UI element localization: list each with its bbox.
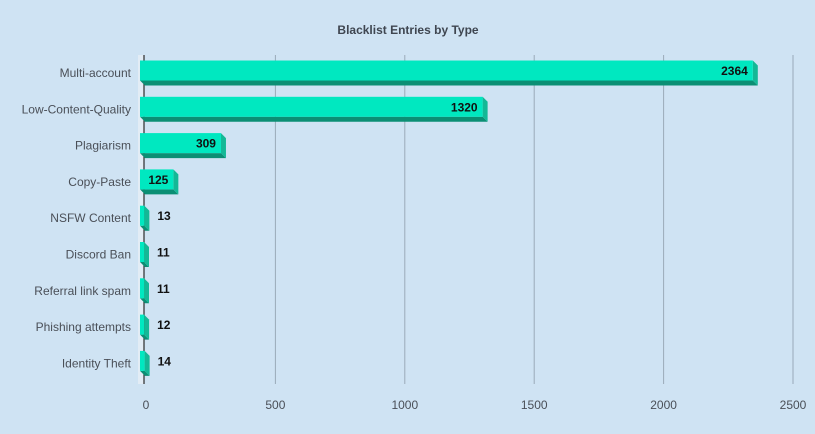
data-labels: 2364 1320 309 125 13 11 11 12 14 [148, 64, 748, 368]
x-tick-label: 2500 [780, 398, 807, 412]
bar [140, 169, 179, 195]
category-label: NSFW Content [50, 211, 131, 225]
bar [140, 314, 150, 340]
x-tick-label: 2000 [650, 398, 677, 412]
x-tick-label: 500 [265, 398, 285, 412]
bar-bottom-face [140, 80, 758, 86]
bar-front-face [140, 133, 221, 154]
category-labels: Multi-account Low-Content-Quality Plagiari… [22, 66, 132, 370]
data-label: 13 [157, 209, 171, 223]
bar-front-face [140, 205, 145, 226]
bar [140, 242, 149, 267]
bar-side-face [144, 278, 149, 304]
category-label: Referral link spam [34, 284, 131, 298]
bar-front-face [140, 314, 145, 335]
x-axis-ticks: 0 500 1000 1500 2000 2500 [143, 398, 807, 412]
bar-side-face [752, 60, 758, 86]
bar-front-face [140, 60, 753, 81]
data-label: 125 [148, 173, 168, 187]
bar-bottom-face [140, 298, 149, 304]
bar-side-face [220, 133, 226, 159]
bar-front-face [140, 169, 174, 190]
x-tick-label: 0 [143, 398, 150, 412]
bar-side-face [144, 314, 150, 340]
bar [140, 205, 150, 231]
bar [140, 350, 150, 376]
category-label: Copy-Paste [68, 175, 131, 189]
data-label: 14 [158, 354, 172, 368]
bar-bottom-face [140, 370, 150, 376]
bar-side-face [482, 96, 488, 122]
category-label: Multi-account [60, 66, 132, 80]
x-tick-label: 1500 [521, 398, 548, 412]
bar-front-face [140, 350, 145, 371]
category-label: Phishing attempts [36, 320, 131, 334]
data-label: 309 [196, 137, 216, 151]
category-label: Identity Theft [62, 356, 132, 370]
category-label: Low-Content-Quality [22, 102, 131, 116]
bar-front-face [140, 96, 483, 117]
bar-side-face [144, 242, 149, 267]
bar [140, 133, 226, 159]
bar-bottom-face [140, 116, 488, 122]
category-label: Discord Ban [66, 248, 131, 262]
bar [140, 60, 758, 86]
bar-side-face [144, 350, 150, 376]
bar-front-face [140, 242, 144, 262]
bars [140, 60, 758, 376]
category-label: Plagiarism [75, 139, 131, 153]
bar-side-face [173, 169, 179, 195]
data-label: 2364 [721, 64, 748, 78]
data-label: 11 [157, 282, 170, 296]
bar-bottom-face [140, 189, 179, 195]
bar-bottom-face [140, 225, 150, 231]
bar-front-face [140, 278, 144, 299]
data-label: 11 [157, 246, 170, 260]
x-tick-label: 1000 [391, 398, 418, 412]
bar-bottom-face [140, 334, 150, 340]
bar-bottom-face [140, 153, 226, 159]
bar [140, 96, 488, 122]
data-label: 12 [157, 318, 171, 332]
data-label: 1320 [451, 100, 478, 114]
bar [140, 278, 149, 304]
bar-side-face [144, 205, 150, 231]
chart-title: Blacklist Entries by Type [337, 23, 478, 37]
bar-bottom-face [140, 262, 149, 267]
